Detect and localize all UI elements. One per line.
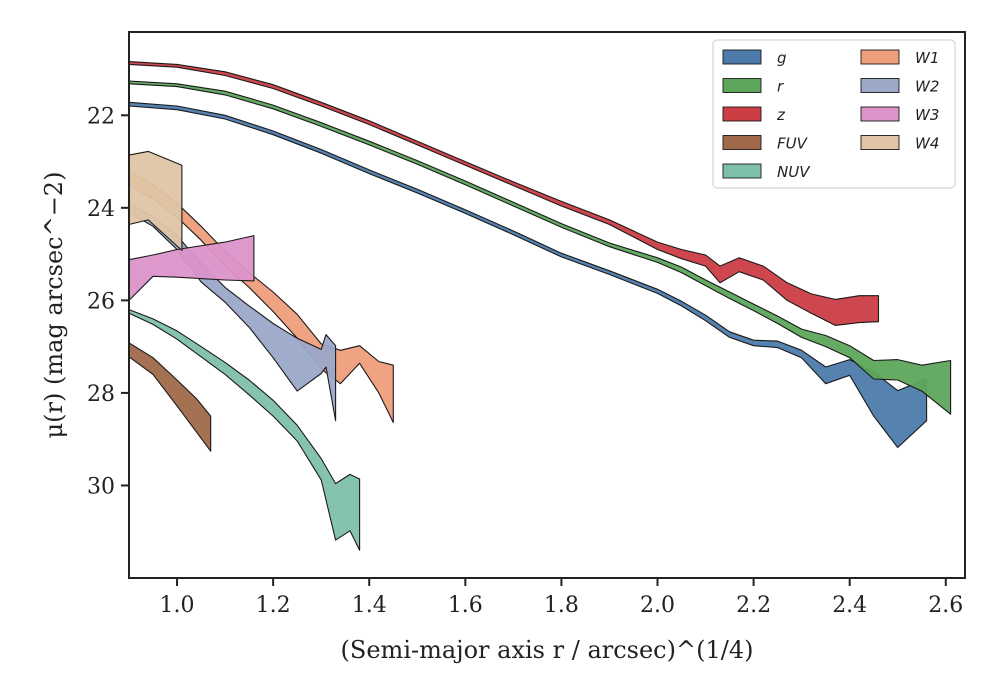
legend-swatch-r (722, 78, 762, 93)
legend-swatch-w1 (860, 49, 900, 65)
x-tick-label: 1.8 (544, 593, 579, 618)
legend-swatch-nuv (722, 163, 762, 179)
legend-box (712, 39, 956, 189)
legend-label-nuv: NUV (777, 163, 811, 181)
legend-swatch-w3 (860, 106, 900, 122)
y-axis-title-text: μ(r) (mag arcsec^−2) (40, 172, 68, 439)
x-tick-label: 2.2 (736, 593, 771, 618)
x-axis-title-text: (Semi-major axis r / arcsec)^(1/4) (341, 636, 754, 664)
band-w3 (128, 235, 255, 301)
legend-swatch-w2 (860, 78, 900, 93)
legend-label-fuv: FUV (777, 135, 809, 153)
band-w2 (128, 202, 337, 422)
legend-label-w4: W4 (915, 135, 939, 153)
legend-label-z: z (776, 106, 786, 124)
x-axis-title: (Semi-major axis r / arcsec)^(1/4) (341, 636, 754, 664)
x-tick-label: 2.4 (832, 593, 867, 618)
legend-swatch-z (722, 106, 762, 122)
legend-label-w3: W3 (915, 106, 939, 124)
tick-layer: 1.0 1.2 1.4 1.6 1.8 2.0 2.2 2.4 2.6 22 24 26 28 30 (87, 104, 963, 618)
band-fuv (128, 342, 212, 452)
legend-label-r: r (777, 78, 784, 96)
legend-label-w2: W2 (915, 78, 939, 96)
legend-swatch-w4 (860, 135, 900, 150)
legend-swatch-fuv (722, 135, 762, 150)
legend-label-w1: W1 (915, 49, 939, 67)
band-w4 (128, 150, 183, 251)
x-tick-label: 2.6 (928, 593, 963, 618)
y-tick-label: 30 (87, 474, 115, 499)
y-axis-title: μ(r) (mag arcsec^−2) (40, 172, 68, 439)
x-tick-label: 1.6 (448, 593, 483, 618)
y-tick-label: 24 (87, 197, 115, 222)
y-tick-label: 26 (87, 289, 115, 314)
legend-swatch-g (722, 49, 762, 65)
y-tick-label: 22 (87, 104, 115, 129)
plot-frame (128, 31, 966, 579)
x-tick-label: 1.2 (256, 593, 291, 618)
y-tick-label: 28 (87, 382, 115, 407)
band-z (128, 61, 880, 326)
band-g (128, 101, 928, 449)
x-tick-label: 1.4 (352, 593, 387, 618)
band-nuv (128, 309, 361, 551)
x-tick-label: 2.0 (640, 593, 675, 618)
legend: grz FUV NUV W1 W2 W3 W4 (712, 39, 956, 189)
x-tick-label: 1.0 (160, 593, 195, 618)
band-r (128, 80, 952, 415)
legend-label-g: g (777, 49, 787, 67)
band-layer (128, 61, 952, 551)
